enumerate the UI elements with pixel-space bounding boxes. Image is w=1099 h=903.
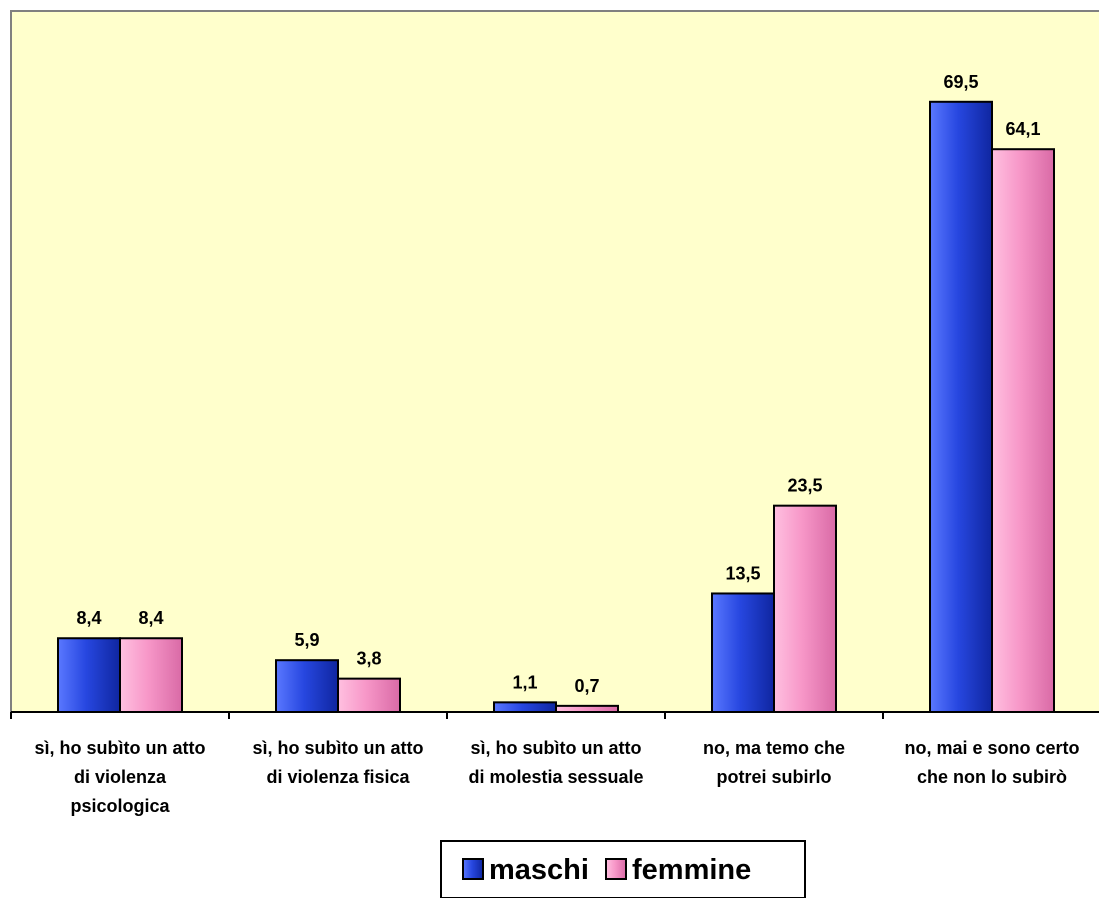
data-label: 3,8 [356, 649, 381, 669]
category-label: sì, ho subìto un atto [35, 738, 206, 758]
category-label: no, ma temo che [703, 738, 845, 758]
data-label: 1,1 [512, 672, 537, 692]
bar-maschi [711, 592, 775, 713]
bar-maschi [929, 100, 993, 714]
bar-femmine [337, 677, 401, 713]
legend: maschi femmine [440, 840, 806, 899]
data-label: 23,5 [787, 476, 822, 496]
category-label: di molestia sessuale [468, 767, 643, 787]
data-label: 64,1 [1005, 119, 1040, 139]
data-label: 0,7 [574, 676, 599, 696]
legend-label-femmine: femmine [632, 854, 751, 886]
category-label: no, mai e sono certo [904, 738, 1079, 758]
data-label: 8,4 [76, 608, 101, 628]
category-label: di violenza fisica [266, 767, 410, 787]
legend-swatch-femmine [605, 858, 627, 880]
legend-label-maschi: maschi [489, 854, 589, 886]
category-label: sì, ho subìto un atto [471, 738, 642, 758]
data-label: 8,4 [138, 608, 163, 628]
category-label: sì, ho subìto un atto [253, 738, 424, 758]
bar-maschi [57, 637, 121, 713]
data-label: 69,5 [943, 72, 978, 92]
data-label: 13,5 [725, 563, 760, 583]
bar-femmine [991, 148, 1055, 713]
category-label: di violenza [74, 767, 167, 787]
plot-area [10, 10, 1099, 713]
category-label: psicologica [70, 796, 170, 816]
bar-maschi [493, 701, 557, 713]
data-label: 5,9 [294, 630, 319, 650]
bar-femmine [119, 637, 183, 713]
legend-swatch-maschi [462, 858, 484, 880]
category-label: potrei subirlo [716, 767, 831, 787]
bar-maschi [275, 659, 339, 713]
category-label: che non lo subirò [917, 767, 1067, 787]
bar-femmine [773, 504, 837, 714]
